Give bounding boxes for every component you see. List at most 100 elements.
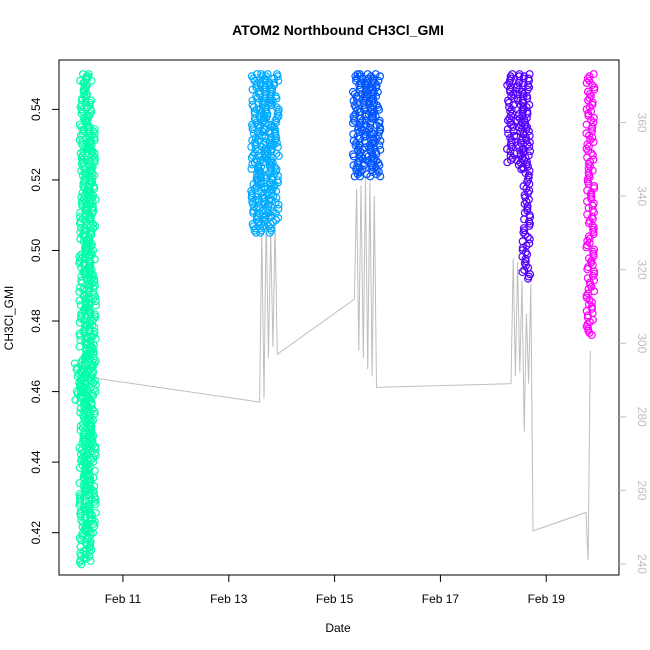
data-point <box>90 158 99 167</box>
y-right-tick-label: 300 <box>635 333 649 353</box>
data-point <box>374 132 383 141</box>
data-point <box>589 208 598 217</box>
data-point <box>362 132 371 141</box>
data-point <box>80 367 89 376</box>
data-point <box>372 165 381 174</box>
data-point <box>253 120 262 129</box>
plot-frame <box>58 59 620 576</box>
data-point <box>84 403 93 412</box>
data-point <box>587 331 596 340</box>
data-point <box>84 306 93 315</box>
data-point <box>526 147 535 156</box>
data-point <box>86 217 95 226</box>
chart-title: ATOM2 Northbound CH3Cl_GMI <box>232 22 444 38</box>
data-point <box>358 165 367 174</box>
y-left-tick-label: 0.52 <box>29 168 43 192</box>
data-point <box>267 101 276 110</box>
data-point <box>90 497 99 506</box>
data-point <box>81 312 90 321</box>
data-point <box>590 83 599 92</box>
point-series-2 <box>247 70 283 237</box>
y-left-tick-label: 0.54 <box>29 97 43 121</box>
data-point <box>87 76 96 85</box>
data-point <box>525 138 534 147</box>
data-point <box>361 116 370 125</box>
data-point <box>369 74 378 83</box>
data-point <box>91 451 100 460</box>
data-point <box>268 96 277 105</box>
data-point <box>262 72 271 81</box>
data-point <box>75 558 84 567</box>
data-point <box>84 215 93 224</box>
data-point <box>371 112 380 121</box>
data-point <box>523 162 532 171</box>
data-point <box>588 133 597 142</box>
data-point <box>87 231 96 240</box>
data-point <box>589 228 598 237</box>
data-point <box>90 376 99 385</box>
data-point <box>587 304 596 313</box>
data-point <box>86 200 95 209</box>
data-point <box>582 144 591 153</box>
data-point <box>75 120 84 129</box>
data-point <box>589 70 598 79</box>
data-point <box>518 154 527 163</box>
data-point <box>86 308 95 317</box>
data-point <box>361 143 370 152</box>
data-point <box>88 416 97 425</box>
data-point <box>584 142 593 151</box>
data-point <box>88 405 97 414</box>
data-point <box>82 133 91 142</box>
data-point <box>505 103 514 112</box>
data-point <box>370 130 379 139</box>
data-point <box>84 460 93 469</box>
data-point <box>265 228 274 237</box>
y-right-tick-label: 340 <box>635 186 649 206</box>
data-point <box>373 87 382 96</box>
data-point <box>75 342 84 351</box>
data-point <box>518 237 527 246</box>
data-point <box>585 328 594 337</box>
data-point <box>518 111 527 120</box>
data-point <box>583 210 592 219</box>
data-point <box>71 396 80 405</box>
data-point <box>371 70 380 79</box>
data-point <box>267 202 276 211</box>
data-point <box>274 213 283 222</box>
data-point <box>79 419 88 428</box>
y-left-tick-label: 0.46 <box>29 380 43 404</box>
data-point <box>508 70 517 79</box>
data-point <box>376 172 385 181</box>
points-layer <box>70 70 599 569</box>
y-right-tick-label: 240 <box>635 554 649 574</box>
data-point <box>374 168 383 177</box>
data-point <box>368 85 377 94</box>
data-point <box>91 292 100 301</box>
data-point <box>89 453 98 462</box>
data-point <box>364 98 373 107</box>
data-point <box>524 274 533 283</box>
data-point <box>583 186 592 195</box>
data-point <box>91 301 100 310</box>
data-point <box>583 265 592 274</box>
data-point <box>75 136 84 145</box>
data-point <box>376 145 385 154</box>
data-point <box>525 235 534 244</box>
data-point <box>80 153 89 162</box>
data-point <box>267 156 276 165</box>
data-point <box>267 226 276 235</box>
point-series-4 <box>503 70 535 283</box>
data-point <box>75 296 84 305</box>
data-point <box>260 193 269 202</box>
data-point <box>87 511 96 520</box>
data-point <box>86 513 95 522</box>
data-point <box>84 286 93 295</box>
data-point <box>82 89 91 98</box>
data-point <box>504 98 513 107</box>
data-point <box>521 120 530 129</box>
data-point <box>509 122 518 131</box>
data-point <box>85 325 94 334</box>
data-point <box>79 493 88 502</box>
data-point <box>523 140 532 149</box>
data-point <box>75 259 84 268</box>
